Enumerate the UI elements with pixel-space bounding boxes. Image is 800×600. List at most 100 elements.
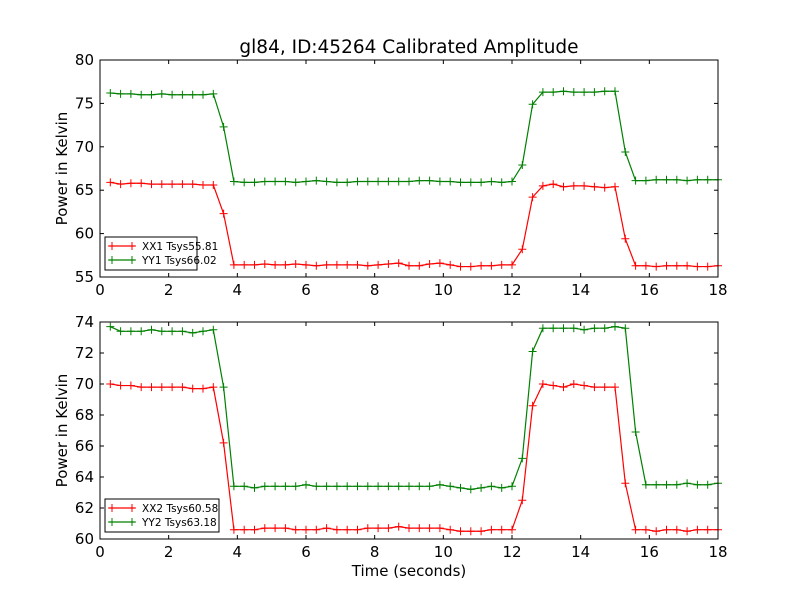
data-point [559, 182, 568, 191]
data-point [549, 180, 558, 189]
data-point [508, 482, 516, 491]
data-point [415, 482, 424, 491]
data-point [672, 480, 681, 489]
data-point [703, 480, 712, 489]
data-point [415, 261, 424, 270]
data-point [106, 88, 115, 97]
chart-title: gl84, ID:45264 Calibrated Amplitude [239, 37, 578, 58]
legend-box [104, 498, 220, 533]
data-point [137, 90, 146, 99]
data-point [518, 496, 527, 505]
data-point [126, 89, 135, 98]
data-point [199, 180, 207, 189]
data-point [240, 178, 249, 187]
data-point [332, 178, 341, 187]
data-point [456, 483, 465, 492]
data-point [240, 525, 249, 534]
data-point [322, 260, 331, 269]
data-point [188, 328, 197, 337]
x-axis-label: Time (seconds) [351, 562, 467, 580]
data-point [147, 325, 156, 334]
data-point [343, 260, 352, 269]
data-point [703, 175, 712, 184]
legend-marker [128, 504, 136, 512]
data-point [106, 380, 115, 388]
legend-marker [108, 504, 116, 512]
data-point [405, 177, 413, 186]
data-point [219, 122, 228, 131]
x-tick-label: 18 [708, 543, 727, 561]
data-point [168, 383, 177, 392]
data-point [652, 527, 661, 536]
data-point [250, 483, 259, 492]
data-point [549, 381, 558, 390]
data-point [199, 327, 207, 336]
data-point [199, 90, 207, 99]
data-point [508, 177, 516, 186]
data-point [147, 383, 156, 392]
data-point [322, 177, 331, 186]
data-point [147, 90, 156, 99]
data-point [497, 483, 506, 492]
data-point [456, 178, 465, 187]
data-point [538, 324, 547, 333]
data-point [271, 260, 280, 269]
plot-frame [99, 59, 719, 278]
data-point [188, 384, 197, 393]
data-point [538, 181, 547, 190]
data-point [312, 525, 321, 534]
data-point [466, 262, 475, 271]
data-point [693, 262, 702, 271]
data-point [590, 324, 599, 333]
data-point [425, 259, 434, 268]
data-point [528, 347, 537, 356]
data-point [229, 525, 238, 534]
data-point [137, 327, 146, 336]
data-point [631, 176, 640, 185]
data-point [168, 90, 177, 99]
data-point [168, 327, 177, 336]
data-point [631, 525, 640, 534]
data-point [353, 177, 362, 186]
data-point [703, 525, 712, 534]
data-point [374, 524, 383, 533]
data-point [209, 89, 218, 98]
legend-marker [108, 242, 116, 250]
legend-marker [128, 256, 136, 264]
data-point [271, 482, 280, 491]
y-tick-label: 70 [75, 375, 94, 393]
legend-marker [128, 518, 136, 526]
data-point [178, 180, 187, 189]
data-point [291, 482, 300, 491]
data-point [466, 178, 475, 187]
data-point [229, 260, 238, 269]
data-point [374, 482, 383, 491]
data-point [662, 175, 671, 184]
data-point [590, 182, 599, 191]
data-point [549, 324, 558, 333]
data-point [611, 322, 619, 331]
data-point [487, 525, 496, 534]
data-point [188, 180, 197, 189]
data-point [652, 175, 661, 184]
data-point [322, 482, 331, 491]
data-point [106, 322, 115, 331]
data-point [157, 180, 166, 189]
data-point [611, 383, 619, 392]
data-point [487, 261, 496, 270]
legend-marker [108, 518, 116, 526]
data-point [302, 177, 310, 186]
y-tick-label: 55 [75, 268, 94, 286]
data-point [363, 524, 372, 533]
data-point [425, 176, 434, 185]
x-tick-label: 2 [164, 543, 174, 561]
data-point [456, 527, 465, 536]
data-point [363, 261, 372, 270]
data-point [580, 325, 589, 334]
data-point [641, 480, 650, 489]
data-point [199, 384, 207, 393]
data-point [435, 524, 444, 533]
x-tick-label: 4 [233, 543, 243, 561]
data-point [611, 182, 619, 191]
data-point [126, 381, 135, 390]
